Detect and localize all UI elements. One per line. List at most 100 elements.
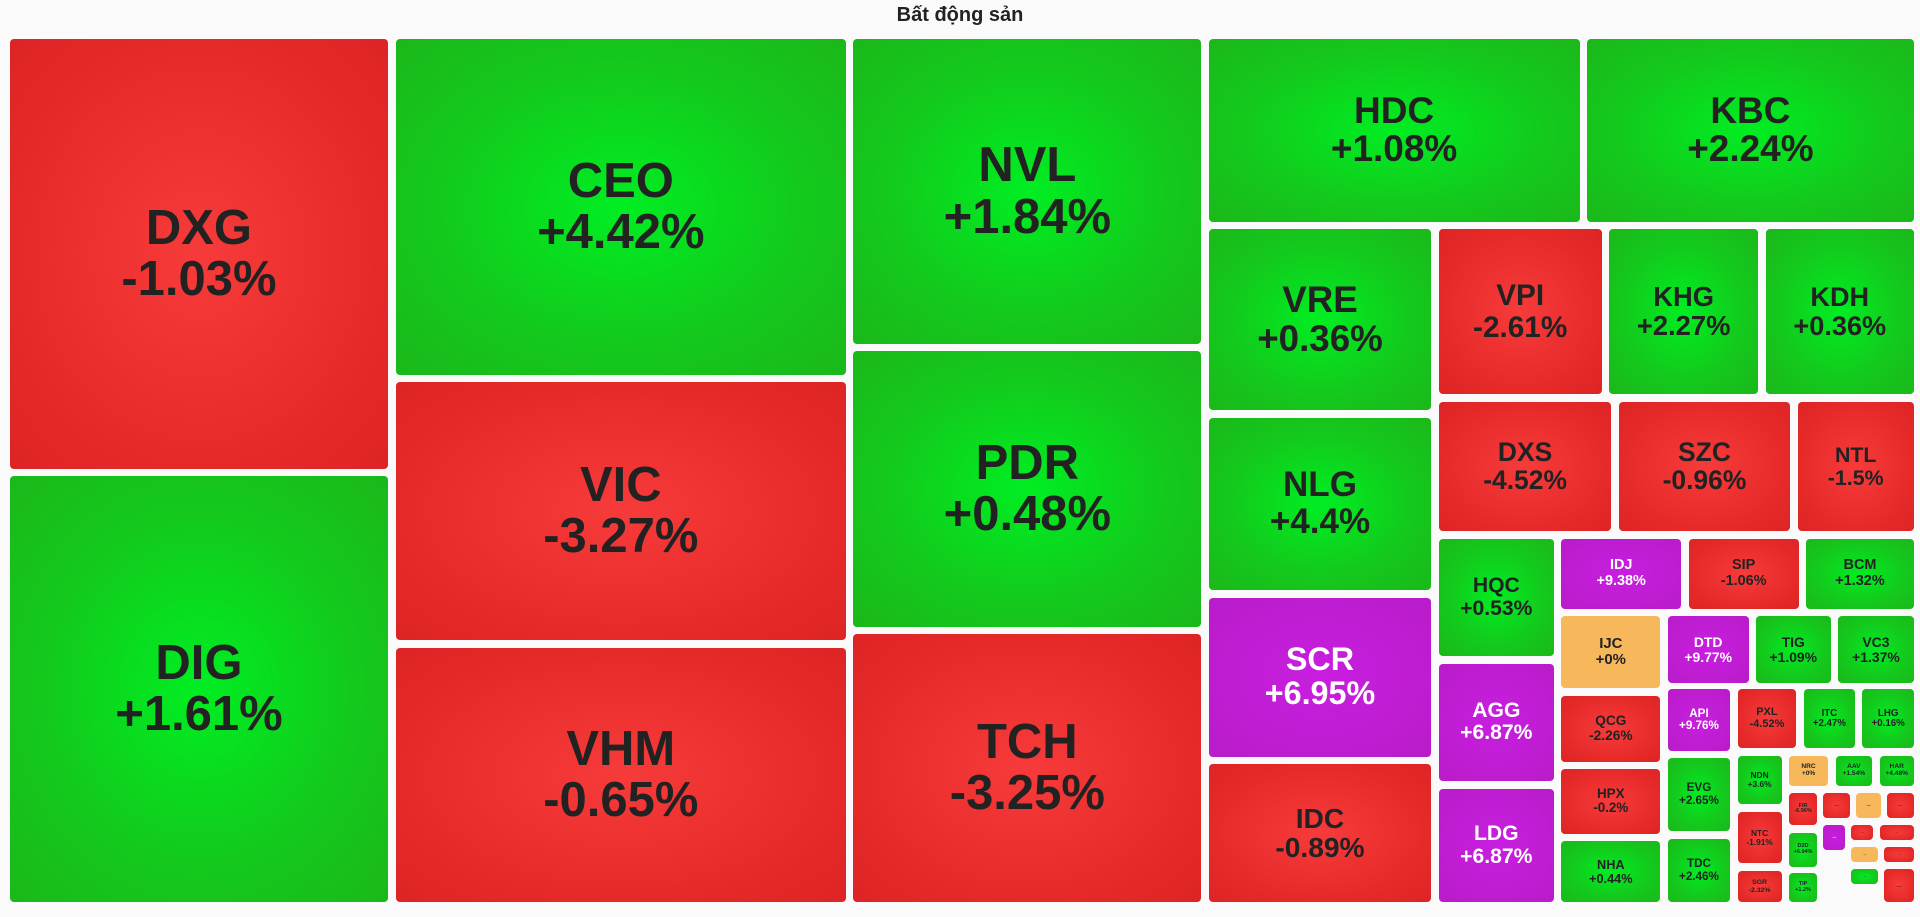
- title: Bất động sản: [896, 4, 1024, 26]
- ticker: NTL: [1834, 443, 1877, 468]
- change: +1.2%: [1795, 886, 1811, 893]
- ticker: ...: [1863, 873, 1867, 878]
- ticker: NHA: [1597, 857, 1625, 873]
- tile: CEO +4.42%: [395, 39, 847, 375]
- change: -0.2%: [1593, 800, 1629, 816]
- ticker: HQC: [1472, 574, 1520, 598]
- ticker: ...: [1863, 851, 1867, 856]
- change: -1.5%: [1827, 465, 1884, 490]
- tile: KHG +2.27%: [1608, 228, 1759, 395]
- tile: LDG +6.87%: [1438, 788, 1554, 903]
- change: +0.36%: [1793, 309, 1887, 341]
- ticker: ITC: [1821, 707, 1838, 719]
- ticker: HPX: [1596, 786, 1625, 802]
- tile: SGR -2.32%: [1737, 870, 1782, 903]
- ticker: API: [1689, 706, 1709, 720]
- ticker: NVL: [978, 138, 1077, 193]
- change: -4.52%: [1749, 717, 1785, 730]
- change: +1.84%: [943, 189, 1112, 244]
- change: +9.38%: [1596, 572, 1646, 589]
- ticker: NTC: [1750, 827, 1769, 838]
- ticker: CEO: [567, 153, 674, 208]
- ticker: IDC: [1295, 802, 1345, 834]
- change: +1.08%: [1330, 128, 1458, 170]
- ticker: TIP: [1798, 880, 1808, 887]
- change: +1.61%: [115, 687, 283, 742]
- tile: BCM +1.32%: [1806, 538, 1914, 609]
- ticker: DXS: [1497, 436, 1553, 467]
- tile: QCG -2.26%: [1561, 695, 1661, 762]
- tile: KBC +2.24%: [1586, 39, 1914, 222]
- ticker: EVG: [1686, 781, 1712, 795]
- tile: NVL +1.84%: [853, 39, 1202, 345]
- change: -0.96%: [1662, 464, 1747, 495]
- ticker: VPI: [1496, 279, 1545, 313]
- tile: NRC +0%: [1788, 755, 1829, 787]
- change: -4.52%: [1483, 464, 1567, 495]
- ticker: ...: [1861, 829, 1864, 834]
- tile: NDN +3.6%: [1737, 755, 1782, 805]
- tile: DXG -1.03%: [9, 39, 389, 469]
- change: +0.44%: [1589, 870, 1633, 886]
- tile: HAR +4.48%: [1879, 755, 1914, 787]
- ticker: ...: [1896, 882, 1902, 889]
- tile: NTL -1.5%: [1797, 401, 1914, 532]
- tile: ...: [1851, 825, 1874, 840]
- ticker: SGR: [1752, 879, 1767, 887]
- tile: ...: [1851, 847, 1879, 863]
- change: -0.65%: [543, 773, 699, 828]
- ticker: SZC: [1678, 436, 1731, 467]
- tile: NHA +0.44%: [1561, 841, 1661, 903]
- ticker: QCG: [1595, 713, 1627, 729]
- ticker: FIR: [1798, 802, 1808, 809]
- ticker: ...: [1866, 803, 1871, 809]
- tile: IJC +0%: [1561, 615, 1661, 689]
- ticker: TDC: [1686, 857, 1711, 871]
- tile: NTC -1.91%: [1737, 811, 1782, 864]
- ticker: KBC: [1710, 89, 1791, 131]
- change: -3.27%: [543, 509, 699, 564]
- change: +2.47%: [1812, 717, 1846, 729]
- ticker: TCH: [977, 714, 1078, 769]
- ticker: BCM: [1843, 557, 1877, 574]
- tile: VPI -2.61%: [1438, 228, 1602, 395]
- tile: HQC +0.53%: [1438, 538, 1554, 657]
- tile: AAV +1.54%: [1835, 755, 1873, 787]
- tile: HPX -0.2%: [1561, 768, 1661, 834]
- change: -2.26%: [1589, 727, 1633, 743]
- tile: D2D +6.94%: [1788, 832, 1818, 867]
- tile: ...: [1884, 847, 1914, 863]
- tile: SZC -0.96%: [1618, 401, 1791, 532]
- tile: DIG +1.61%: [9, 476, 389, 903]
- change: +9.76%: [1679, 718, 1719, 732]
- ticker: DTD: [1693, 633, 1723, 650]
- ticker: ...: [1834, 801, 1839, 808]
- tile: AGG +6.87%: [1438, 663, 1554, 782]
- tile: SCR +6.95%: [1208, 597, 1432, 757]
- tile: VIC -3.27%: [395, 382, 847, 641]
- tile: ...: [1823, 825, 1846, 850]
- tile: TDC +2.46%: [1667, 838, 1731, 903]
- change: +2.46%: [1679, 869, 1719, 883]
- tile: NLG +4.4%: [1208, 417, 1432, 591]
- tile: PDR +0.48%: [853, 351, 1202, 627]
- change: +1.32%: [1835, 572, 1885, 589]
- ticker: HAR: [1889, 762, 1904, 770]
- change: -2.32%: [1748, 886, 1771, 894]
- ticker: ...: [1897, 851, 1901, 856]
- tile: ...: [1886, 793, 1914, 818]
- change: +1.37%: [1852, 648, 1900, 665]
- ticker: SIP: [1732, 557, 1756, 574]
- change: +0%: [1595, 651, 1626, 669]
- ticker: ...: [1832, 834, 1837, 840]
- tile: ...: [1879, 825, 1914, 840]
- change: +1.54%: [1842, 769, 1866, 777]
- change: -6.96%: [1794, 808, 1812, 815]
- change: +4.48%: [1885, 769, 1909, 777]
- change: +0%: [1801, 769, 1816, 777]
- tile: SIP -1.06%: [1688, 538, 1799, 609]
- tile: IDC -0.89%: [1208, 764, 1432, 903]
- tile: TIG +1.09%: [1755, 615, 1831, 684]
- ticker: SCR: [1285, 641, 1355, 678]
- tile: TIP +1.2%: [1788, 873, 1818, 903]
